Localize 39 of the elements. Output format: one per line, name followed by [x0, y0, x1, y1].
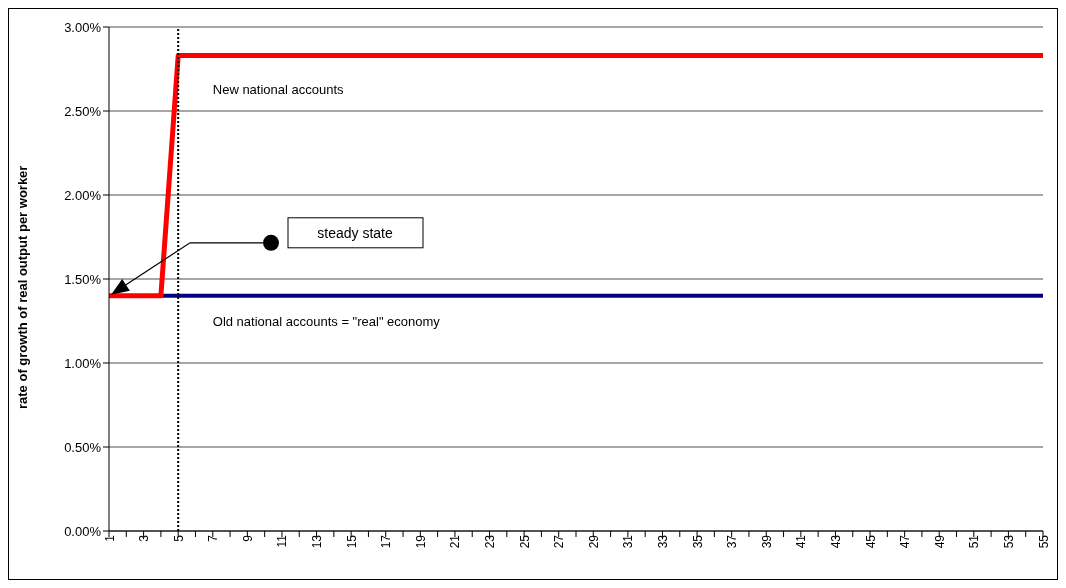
x-tick-label: 21 [448, 534, 463, 549]
x-tick-label: 45 [863, 534, 878, 549]
x-tick-label: 27 [552, 534, 567, 549]
x-tick-label: 19 [413, 534, 428, 549]
x-tick-label: 29 [586, 534, 601, 549]
y-tick-label: 2.50% [64, 103, 102, 119]
series-label: New national accounts [212, 81, 345, 97]
x-tick-label: 31 [621, 534, 636, 549]
annotation: steady state [317, 224, 393, 241]
x-tick-label: 13 [310, 534, 325, 549]
x-tick-label: 37 [725, 534, 740, 549]
x-tick-label: 7 [206, 534, 221, 542]
x-tick-label: 9 [240, 534, 255, 542]
y-tick-label: 1.50% [64, 271, 102, 287]
x-tick-label: 33 [656, 534, 670, 549]
x-tick-label: 53 [1001, 534, 1016, 549]
y-tick-label: 0.00% [64, 523, 102, 539]
x-tick-label: 3 [137, 534, 152, 542]
x-tick-label: 39 [759, 534, 774, 549]
y-axis-title: rate of growth of real output per worker [14, 165, 30, 409]
x-tick-label: 41 [794, 534, 809, 549]
series-label: Old national accounts = "real" economy [212, 313, 441, 329]
x-tick-label: 55 [1036, 534, 1051, 549]
y-tick-label: 0.50% [64, 439, 102, 455]
y-tick-label: 3.00% [64, 19, 102, 35]
x-tick-label: 15 [344, 534, 359, 549]
x-tick-label: 25 [517, 534, 532, 549]
x-tick-label: 17 [379, 534, 394, 549]
x-tick-label: 1 [102, 534, 117, 542]
x-tick-label: 47 [898, 534, 913, 549]
y-tick-label: 2.00% [64, 187, 102, 203]
x-tick-label: 35 [690, 534, 705, 549]
x-tick-label: 49 [932, 534, 947, 549]
x-tick-label: 5 [171, 534, 186, 542]
x-tick-label: 23 [483, 534, 498, 549]
y-tick-label: 1.00% [64, 355, 102, 371]
x-tick-label: 51 [967, 534, 982, 549]
x-tick-label: 43 [828, 534, 843, 549]
x-tick-label: 11 [275, 534, 290, 548]
